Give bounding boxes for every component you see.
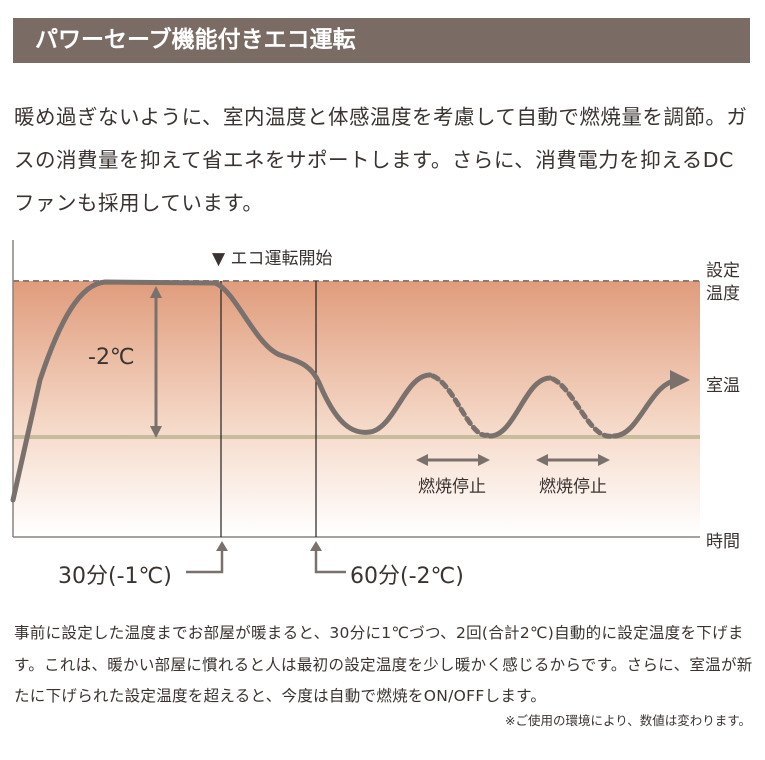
footer-text: 事前に設定した温度までお部屋が暖まると、30分に1℃づつ、2回(合計2℃)自動的… <box>14 624 753 705</box>
temperature-curve-stop-2 <box>550 376 615 439</box>
temperature-band <box>13 281 700 535</box>
temperature-curve <box>10 279 433 503</box>
eco-start-label: ▼ エコ運転開始 <box>212 249 333 269</box>
marker-30-pointer <box>186 548 224 574</box>
marker-30-arrowhead <box>216 541 228 551</box>
marker-60-pointer <box>314 548 346 574</box>
room-temp-label: 室温 <box>706 376 740 396</box>
stop-label-1: 燃焼停止 <box>418 477 486 497</box>
temperature-curve-stop-1 <box>430 373 491 438</box>
temperature-curve-2 <box>487 375 553 439</box>
marker-30-label: 30分(-1℃) <box>58 564 172 589</box>
disclaimer-note: ※ご使用の環境により、数値は変わります。 <box>505 713 751 728</box>
temperature-curve-3 <box>611 370 690 439</box>
section-title: パワーセーブ機能付きエコ運転 <box>13 18 750 63</box>
set-temp-label: 設定 温度 <box>706 260 740 306</box>
stop-label-2: 燃焼停止 <box>539 477 607 497</box>
intro-text: 暖め過ぎないように、室内温度と体感温度を考慮して自動で燃焼量を調節。ガスの消費量… <box>14 105 748 215</box>
marker-60-label: 60分(-2℃) <box>350 564 464 589</box>
time-label: 時間 <box>706 532 740 552</box>
set-temp-label-line1: 設定 <box>706 261 740 281</box>
marker-60-arrowhead <box>310 541 322 551</box>
set-temp-label-line2: 温度 <box>706 284 740 304</box>
delta-label: -2℃ <box>88 345 135 370</box>
